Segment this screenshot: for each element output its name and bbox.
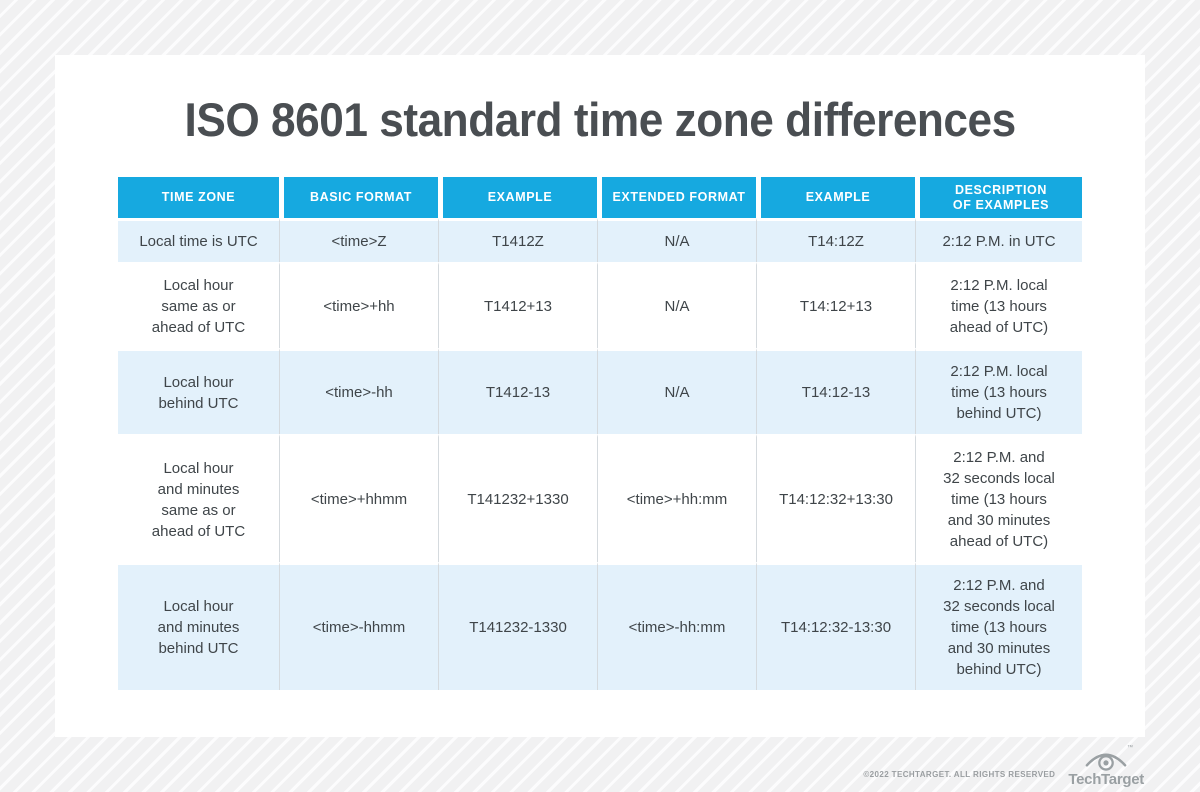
table-cell: <time>-hh <box>279 348 438 434</box>
table-cell: N/A <box>597 262 756 348</box>
footer: ©2022 TECHTARGET. ALL RIGHTS RESERVED ™ … <box>863 745 1144 788</box>
table-cell: T14:12-13 <box>756 348 915 434</box>
table-cell: 2:12 P.M. and 32 seconds local time (13 … <box>915 434 1082 562</box>
table-cell: Local hour and minutes behind UTC <box>118 562 279 690</box>
table-cell: T1412-13 <box>438 348 597 434</box>
techtarget-logo: ™ TechTarget <box>1068 745 1144 788</box>
table-cell: <time>-hhmm <box>279 562 438 690</box>
table-cell: 2:12 P.M. local time (13 hours behind UT… <box>915 348 1082 434</box>
table-cell: T1412+13 <box>438 262 597 348</box>
table-cell: N/A <box>597 218 756 262</box>
column-header: BASIC FORMAT <box>279 177 438 218</box>
content-card: ISO 8601 standard time zone differences … <box>55 55 1145 737</box>
table-cell: <time>+hh <box>279 262 438 348</box>
column-header: EXTENDED FORMAT <box>597 177 756 218</box>
table-row: Local time is UTC <time>Z T1412Z N/A T14:12Z… <box>118 218 1082 262</box>
table-cell: T14:12Z <box>756 218 915 262</box>
table-cell: Local hour behind UTC <box>118 348 279 434</box>
table-row: Local hour same as or ahead of UTC <time>… <box>118 262 1082 348</box>
table-cell: 2:12 P.M. in UTC <box>915 218 1082 262</box>
table-cell: T141232-1330 <box>438 562 597 690</box>
table-cell: 2:12 P.M. local time (13 hours ahead of … <box>915 262 1082 348</box>
column-header: EXAMPLE <box>756 177 915 218</box>
table-cell: Local hour same as or ahead of UTC <box>118 262 279 348</box>
timezone-table: TIME ZONE BASIC FORMAT EXAMPLE EXTENDED FOR… <box>118 177 1082 690</box>
logo-eye-wrap: ™ <box>1085 745 1133 772</box>
table-row: Local hour and minutes behind UTC <time>-… <box>118 562 1082 690</box>
table-cell: T141232+1330 <box>438 434 597 562</box>
table-cell: 2:12 P.M. and 32 seconds local time (13 … <box>915 562 1082 690</box>
table-cell: T14:12:32-13:30 <box>756 562 915 690</box>
table-cell: N/A <box>597 348 756 434</box>
page-title: ISO 8601 standard time zone differences <box>55 92 1145 148</box>
column-header: TIME ZONE <box>118 177 279 218</box>
table-cell: T1412Z <box>438 218 597 262</box>
table-cell: T14:12+13 <box>756 262 915 348</box>
table-cell: Local hour and minutes same as or ahead … <box>118 434 279 562</box>
logo-text: TechTarget <box>1068 771 1144 788</box>
table-row: Local hour behind UTC <time>-hh T1412-13 N/… <box>118 348 1082 434</box>
column-header: EXAMPLE <box>438 177 597 218</box>
table-cell: <time>-hh:mm <box>597 562 756 690</box>
column-header: DESCRIPTION OF EXAMPLES <box>915 177 1082 218</box>
page-title-text: ISO 8601 standard time zone differences <box>184 93 1016 146</box>
table-cell: <time>Z <box>279 218 438 262</box>
table-row: Local hour and minutes same as or ahead … <box>118 434 1082 562</box>
table-cell: T14:12:32+13:30 <box>756 434 915 562</box>
table-cell: <time>+hh:mm <box>597 434 756 562</box>
header-row: TIME ZONE BASIC FORMAT EXAMPLE EXTENDED FOR… <box>118 177 1082 218</box>
table-cell: <time>+hhmm <box>279 434 438 562</box>
copyright-text: ©2022 TECHTARGET. ALL RIGHTS RESERVED <box>863 770 1056 779</box>
eye-icon <box>1085 753 1127 771</box>
table-cell: Local time is UTC <box>118 218 279 262</box>
